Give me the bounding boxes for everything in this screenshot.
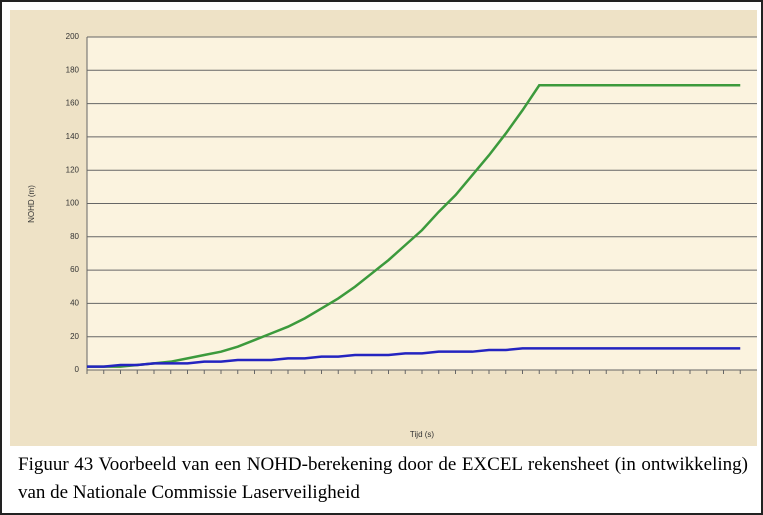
series-line: [87, 84, 741, 368]
y-tick-label: 100: [66, 199, 80, 208]
y-tick-label: 60: [70, 265, 79, 274]
y-tick-label: 80: [70, 232, 79, 241]
y-tick-label: 40: [70, 299, 79, 308]
caption: Figuur 43 Voorbeeld van een NOHD-bereken…: [18, 454, 748, 503]
y-tick-label: 140: [66, 132, 80, 141]
series-line: [87, 347, 741, 368]
y-tick-label: 0: [75, 365, 80, 374]
y-tick-label: 180: [66, 65, 80, 74]
y-tick-label: 160: [66, 99, 80, 108]
chart: NOHD (m) Tijd (s) 0 20 40 60 80 100 120 140 160 1…: [10, 10, 757, 446]
y-tick-label: 120: [66, 165, 80, 174]
x-axis-title: Tijd (s): [410, 430, 434, 439]
y-axis-title: NOHD (m): [27, 185, 36, 223]
y-tick-label: 20: [70, 332, 79, 341]
y-tick-label: 200: [66, 32, 80, 41]
